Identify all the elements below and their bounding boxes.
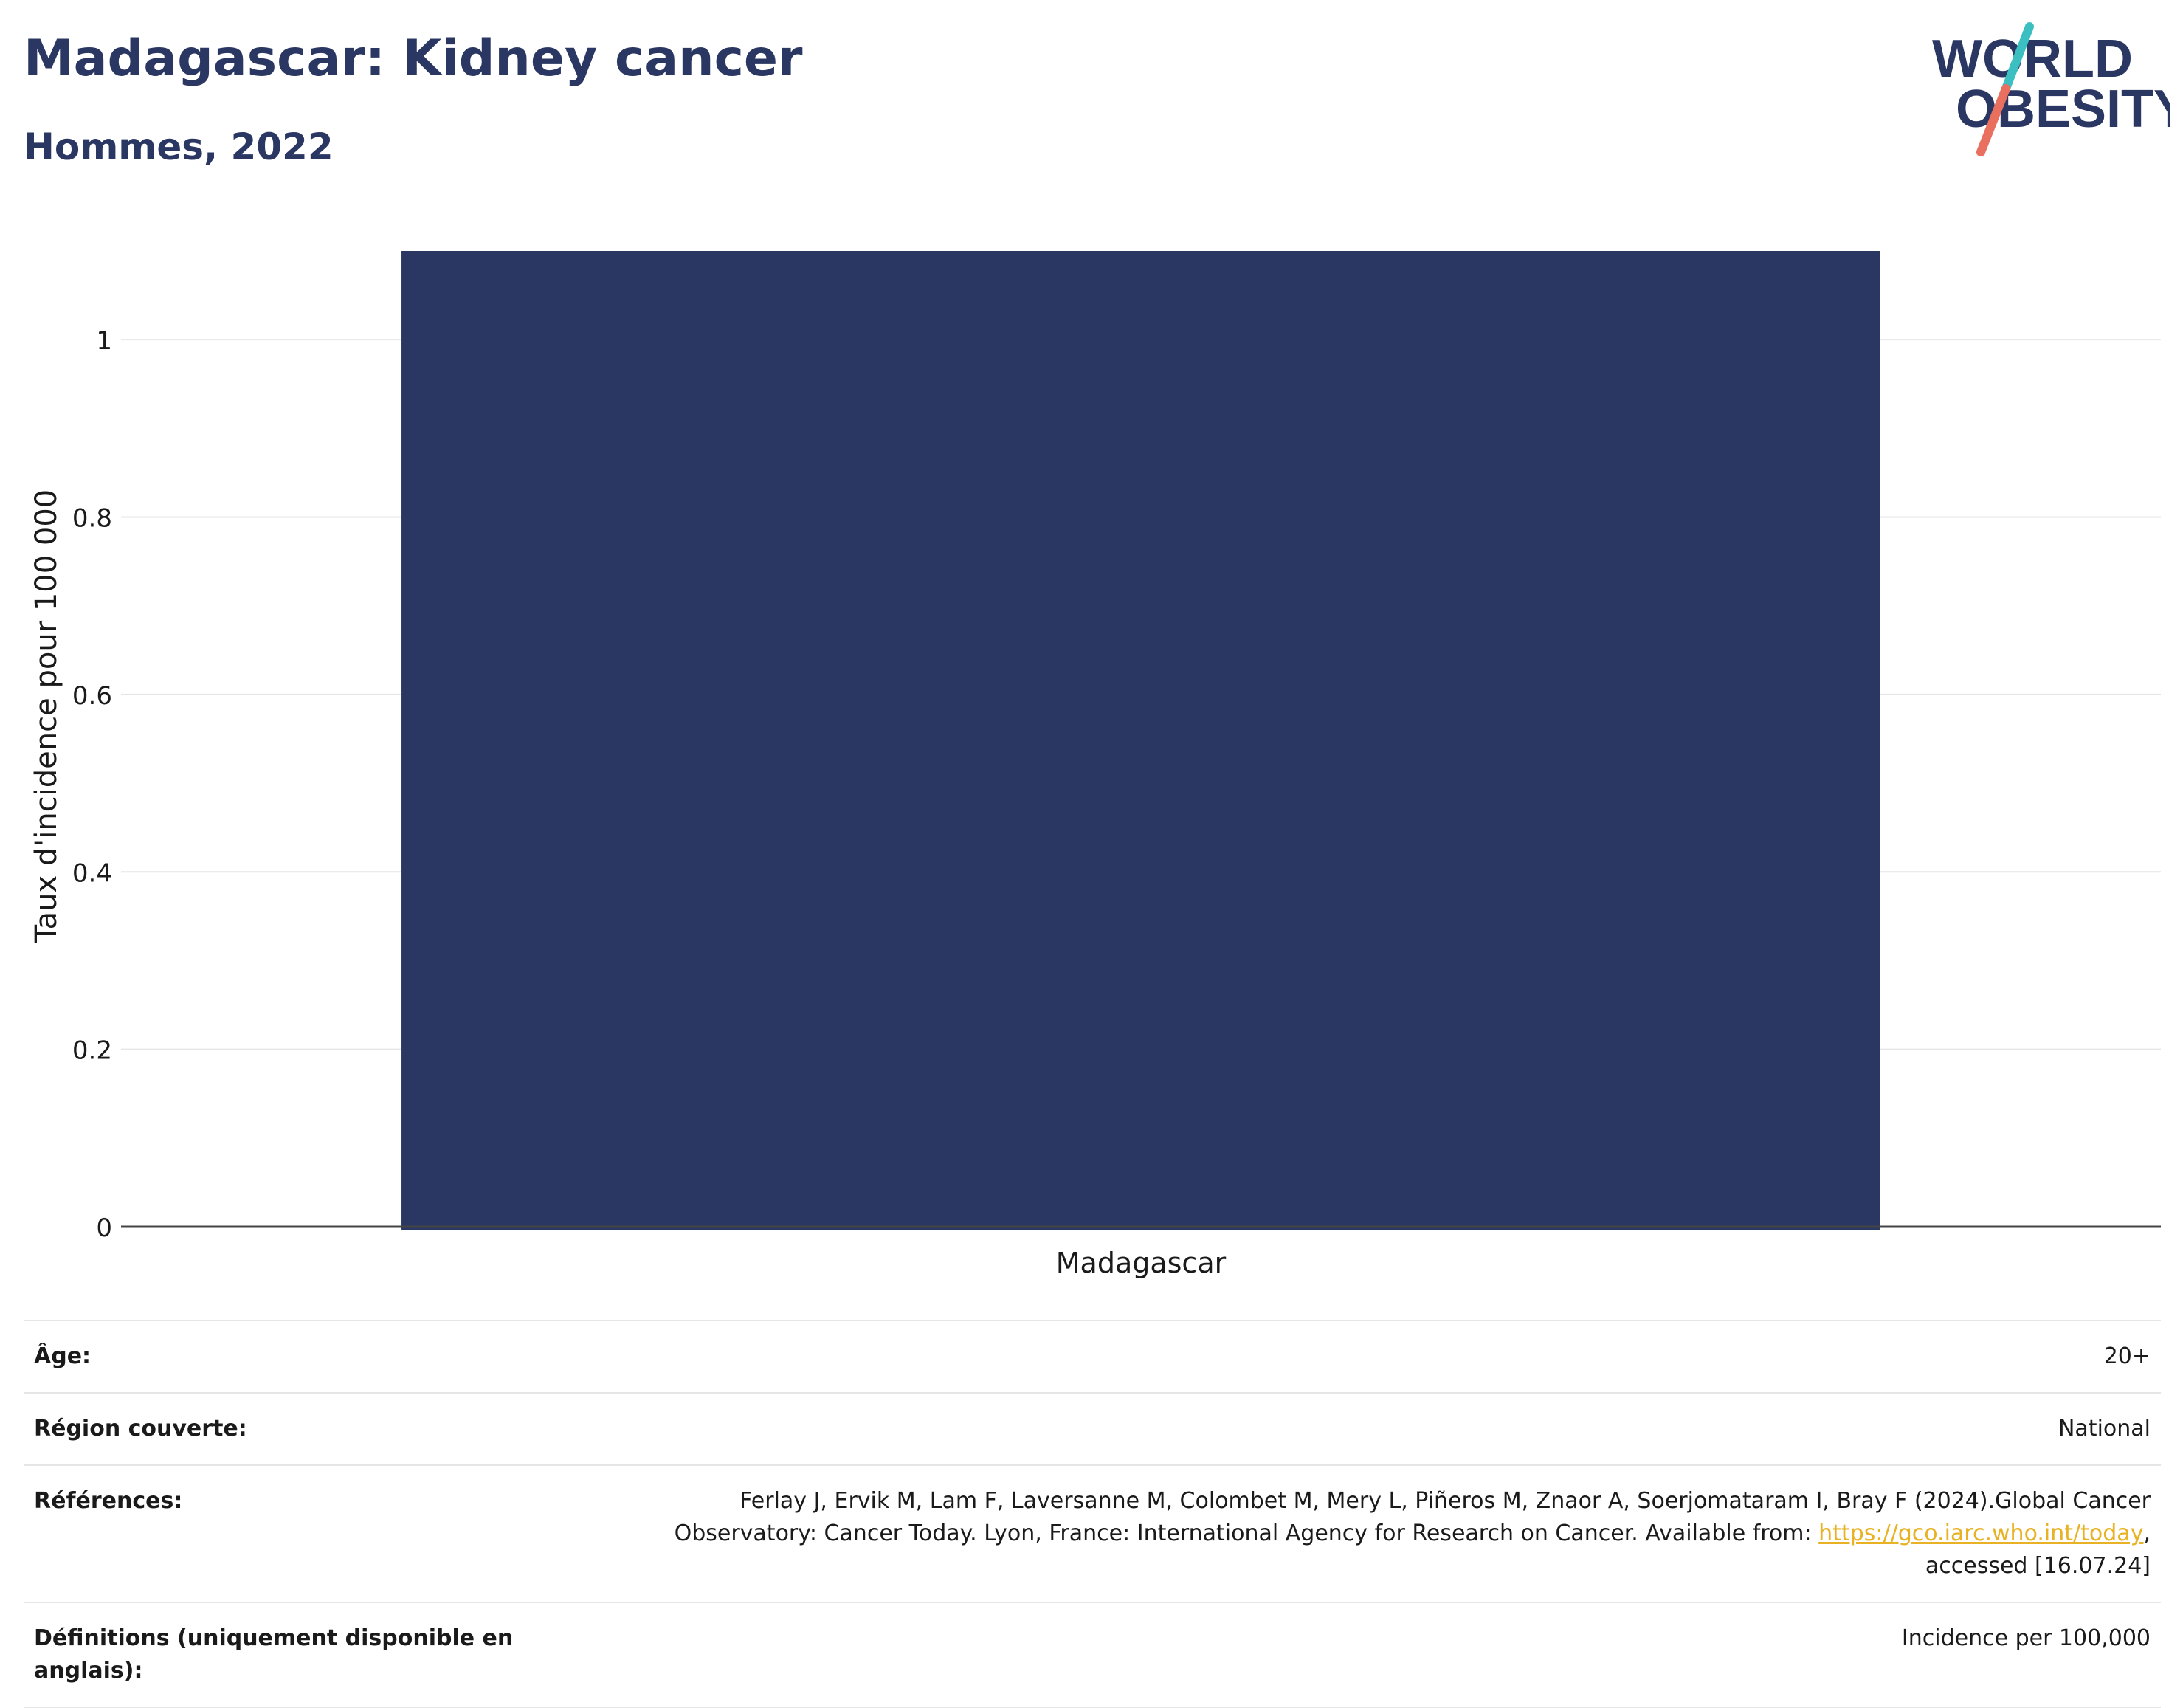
- meta-region-label: Région couverte:: [24, 1392, 531, 1465]
- chart-subtitle: Hommes, 2022: [24, 125, 334, 168]
- x-tick-labels: Madagascar: [1056, 1247, 1227, 1279]
- y-axis-label: Taux d'incidence pour 100 000: [30, 489, 63, 943]
- y-tick-label: 0.8: [72, 504, 112, 534]
- y-tick-label: 1: [96, 326, 112, 356]
- world-obesity-logo: WORLD OBESITY: [1932, 22, 2170, 156]
- meta-row-region: Région couverte: National: [24, 1392, 2161, 1465]
- logo-slash-top: [2001, 22, 2034, 93]
- references-text-4: accessed [16.07.24]: [1925, 1553, 2151, 1579]
- meta-references-label: Références:: [24, 1464, 531, 1602]
- meta-row-age: Âge: 20+: [24, 1320, 2161, 1393]
- logo-line1: WORLD: [1932, 30, 2133, 89]
- meta-row-definitions: Définitions (uniquement disponible en an…: [24, 1602, 2161, 1708]
- y-tick-labels: 0 0.2 0.4 0.6 0.8 1: [72, 326, 112, 1243]
- meta-definitions-value: Incidence per 100,000: [531, 1602, 2161, 1708]
- references-text-3: ,: [2143, 1521, 2151, 1546]
- bar-madagascar: [401, 251, 1880, 1230]
- references-text-1: Ferlay J, Ervik M, Lam F, Laversanne M, …: [739, 1488, 2151, 1514]
- chart-bars: [401, 251, 1880, 1230]
- metadata-table: Âge: 20+ Région couverte: National Référ…: [24, 1320, 2161, 1708]
- meta-definitions-label: Définitions (uniquement disponible en an…: [24, 1602, 531, 1708]
- references-link[interactable]: https://gco.iarc.who.int/today: [1818, 1521, 2144, 1546]
- meta-references-value: Ferlay J, Ervik M, Lam F, Laversanne M, …: [531, 1464, 2161, 1602]
- x-tick-label: Madagascar: [1056, 1247, 1227, 1279]
- meta-age-label: Âge:: [24, 1320, 531, 1393]
- y-tick-label: 0.6: [72, 681, 112, 711]
- logo-slash-bottom: [1976, 84, 2010, 156]
- meta-region-value: National: [531, 1392, 2161, 1465]
- chart-title: Madagascar: Kidney cancer: [24, 30, 803, 88]
- y-tick-label: 0.4: [72, 858, 112, 888]
- y-tick-label: 0: [96, 1213, 112, 1243]
- meta-row-references: Références: Ferlay J, Ervik M, Lam F, La…: [24, 1464, 2161, 1602]
- bar-chart: 0 0.2 0.4 0.6 0.8 1 Madagascar Taux d'inciden…: [30, 251, 2161, 1279]
- meta-age-value: 20+: [531, 1320, 2161, 1393]
- references-text-2: Observatory: Cancer Today. Lyon, France:…: [674, 1521, 1819, 1546]
- y-tick-label: 0.2: [72, 1036, 112, 1066]
